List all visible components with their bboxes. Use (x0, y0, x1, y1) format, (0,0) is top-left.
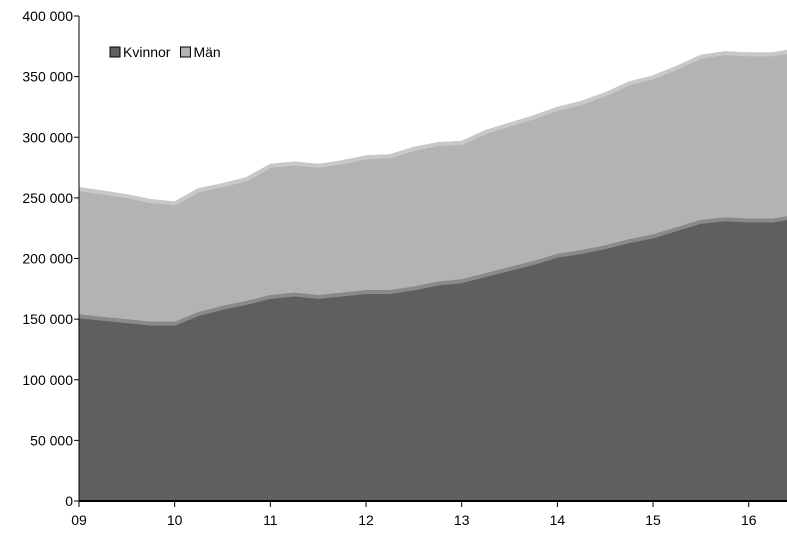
legend-label-kvinnor: Kvinnor (123, 44, 171, 60)
x-axis-ticks: 09 10 11 12 13 14 15 16 (71, 501, 757, 528)
x-tick-label: 12 (358, 512, 374, 528)
y-tick-label: 50 000 (30, 432, 73, 448)
area-edge-kvinnor (78, 216, 787, 326)
area-series-group (78, 49, 787, 501)
x-tick-label: 13 (454, 512, 470, 528)
legend-swatch-man (179, 46, 191, 58)
legend-label-man: Män (193, 44, 220, 60)
y-tick-label: 300 000 (22, 129, 73, 145)
x-tick-label: 14 (550, 512, 566, 528)
y-tick-label: 350 000 (22, 69, 73, 85)
y-tick-label: 150 000 (22, 311, 73, 327)
y-axis-ticks: 0 50 000 100 000 150 000 200 000 250 000 300 0… (22, 8, 79, 509)
y-tick-label: 400 000 (22, 8, 73, 24)
legend: Kvinnor Män (109, 44, 221, 60)
x-tick-label: 15 (645, 512, 661, 528)
area-man (79, 49, 787, 322)
x-tick-label: 16 (741, 512, 757, 528)
y-tick-label: 200 000 (22, 251, 73, 267)
legend-swatch-kvinnor (109, 46, 121, 58)
area-edge-man (78, 49, 787, 206)
area-kvinnor (79, 216, 787, 501)
x-tick-label: 10 (167, 512, 183, 528)
x-tick-label: 11 (263, 512, 278, 528)
y-tick-label: 250 000 (22, 190, 73, 206)
y-tick-label: 0 (65, 493, 73, 509)
x-tick-label: 09 (71, 512, 87, 528)
y-tick-label: 100 000 (22, 372, 73, 388)
